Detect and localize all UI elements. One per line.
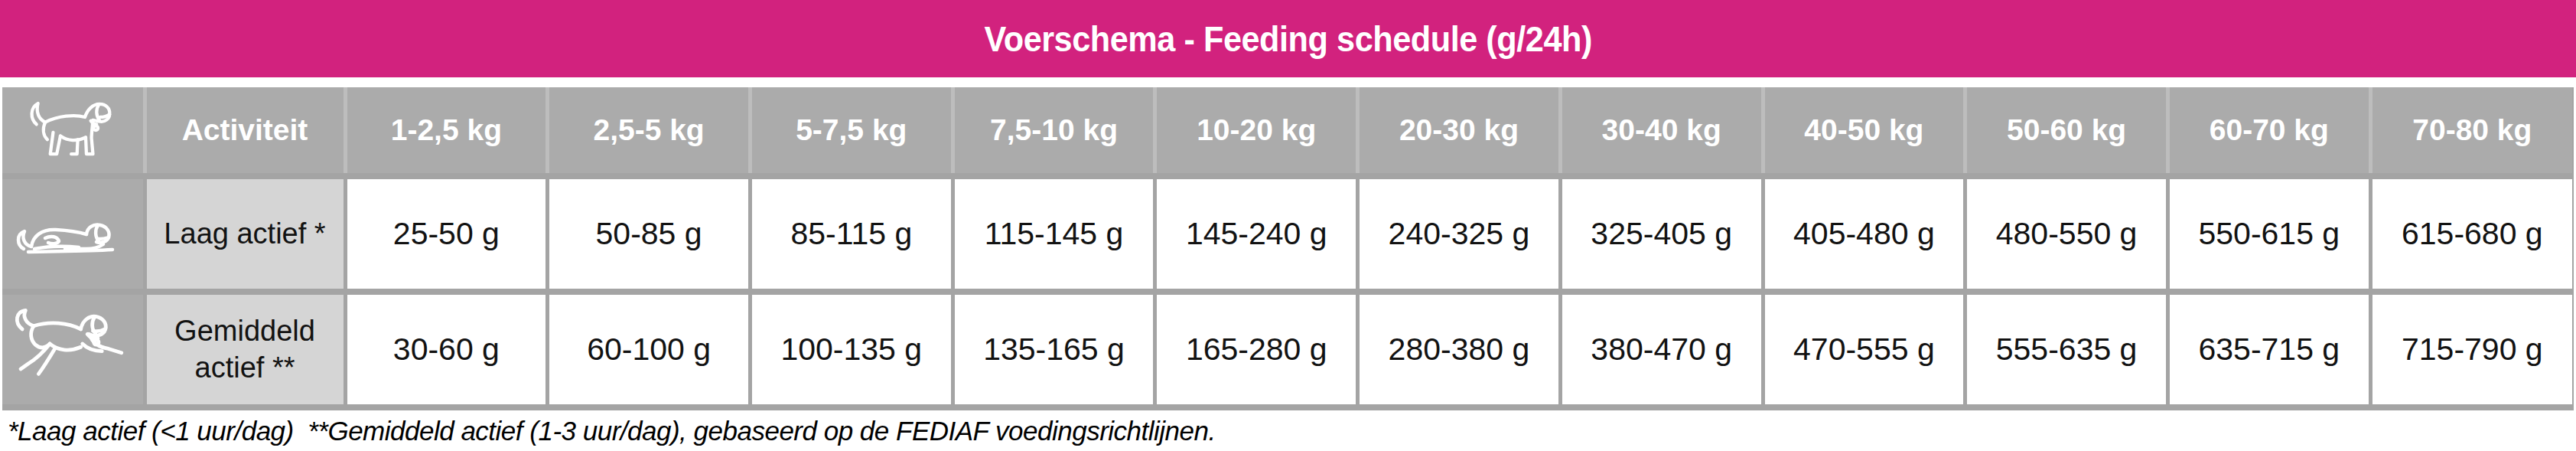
column-header-activiteit: Activiteit <box>145 87 345 176</box>
value-cell: 100-135 g <box>750 292 953 407</box>
value-cell: 470-555 g <box>1763 292 1965 407</box>
table-row-gemiddeld-actief: Gemiddeld actief ** 30-60 g 60-100 g 100… <box>2 292 2573 407</box>
column-header-weight: 5-7,5 kg <box>750 87 953 176</box>
value-cell: 135-165 g <box>953 292 1155 407</box>
value-cell: 165-280 g <box>1155 292 1358 407</box>
activity-label: Laag actief * <box>145 176 345 292</box>
column-header-weight: 7,5-10 kg <box>953 87 1155 176</box>
standing-dog-icon <box>15 90 130 170</box>
column-header-weight: 2,5-5 kg <box>548 87 751 176</box>
value-cell: 280-380 g <box>1358 292 1561 407</box>
column-header-weight: 50-60 kg <box>1965 87 2168 176</box>
feeding-schedule-infographic: Voerschema - Feeding schedule (g/24h) <box>0 0 2576 451</box>
value-cell: 30-60 g <box>345 292 548 407</box>
table-row-laag-actief: Laag actief * 25-50 g 50-85 g 85-115 g 1… <box>2 176 2573 292</box>
activity-label: Gemiddeld actief ** <box>145 292 345 407</box>
column-header-weight: 10-20 kg <box>1155 87 1358 176</box>
value-cell: 50-85 g <box>548 176 751 292</box>
feeding-schedule-table: Activiteit 1-2,5 kg 2,5-5 kg 5-7,5 kg 7,… <box>2 87 2574 410</box>
value-cell: 405-480 g <box>1763 176 1965 292</box>
header-row: Activiteit 1-2,5 kg 2,5-5 kg 5-7,5 kg 7,… <box>2 87 2573 176</box>
value-cell: 550-615 g <box>2167 176 2370 292</box>
table-header: Activiteit 1-2,5 kg 2,5-5 kg 5-7,5 kg 7,… <box>2 87 2573 176</box>
value-cell: 145-240 g <box>1155 176 1358 292</box>
standing-dog-icon-cell <box>2 87 145 176</box>
running-dog-icon-cell <box>2 292 145 407</box>
column-header-weight: 1-2,5 kg <box>345 87 548 176</box>
column-header-weight: 30-40 kg <box>1560 87 1763 176</box>
value-cell: 615-680 g <box>2370 176 2573 292</box>
value-cell: 635-715 g <box>2167 292 2370 407</box>
value-cell: 60-100 g <box>548 292 751 407</box>
value-cell: 715-790 g <box>2370 292 2573 407</box>
value-cell: 25-50 g <box>345 176 548 292</box>
value-cell: 240-325 g <box>1358 176 1561 292</box>
value-cell: 115-145 g <box>953 176 1155 292</box>
value-cell: 555-635 g <box>1965 292 2168 407</box>
value-cell: 325-405 g <box>1560 176 1763 292</box>
column-header-weight: 40-50 kg <box>1763 87 1965 176</box>
lying-dog-icon-cell <box>2 176 145 292</box>
page-title: Voerschema - Feeding schedule (g/24h) <box>984 18 1591 60</box>
lying-dog-icon <box>11 200 134 269</box>
value-cell: 380-470 g <box>1560 292 1763 407</box>
column-header-weight: 60-70 kg <box>2167 87 2370 176</box>
column-header-weight: 70-80 kg <box>2370 87 2573 176</box>
footnote: *Laag actief (<1 uur/dag) **Gemiddeld ac… <box>8 416 2576 446</box>
column-header-weight: 20-30 kg <box>1358 87 1561 176</box>
value-cell: 480-550 g <box>1965 176 2168 292</box>
running-dog-icon <box>8 305 138 394</box>
value-cell: 85-115 g <box>750 176 953 292</box>
title-banner: Voerschema - Feeding schedule (g/24h) <box>0 0 2576 77</box>
